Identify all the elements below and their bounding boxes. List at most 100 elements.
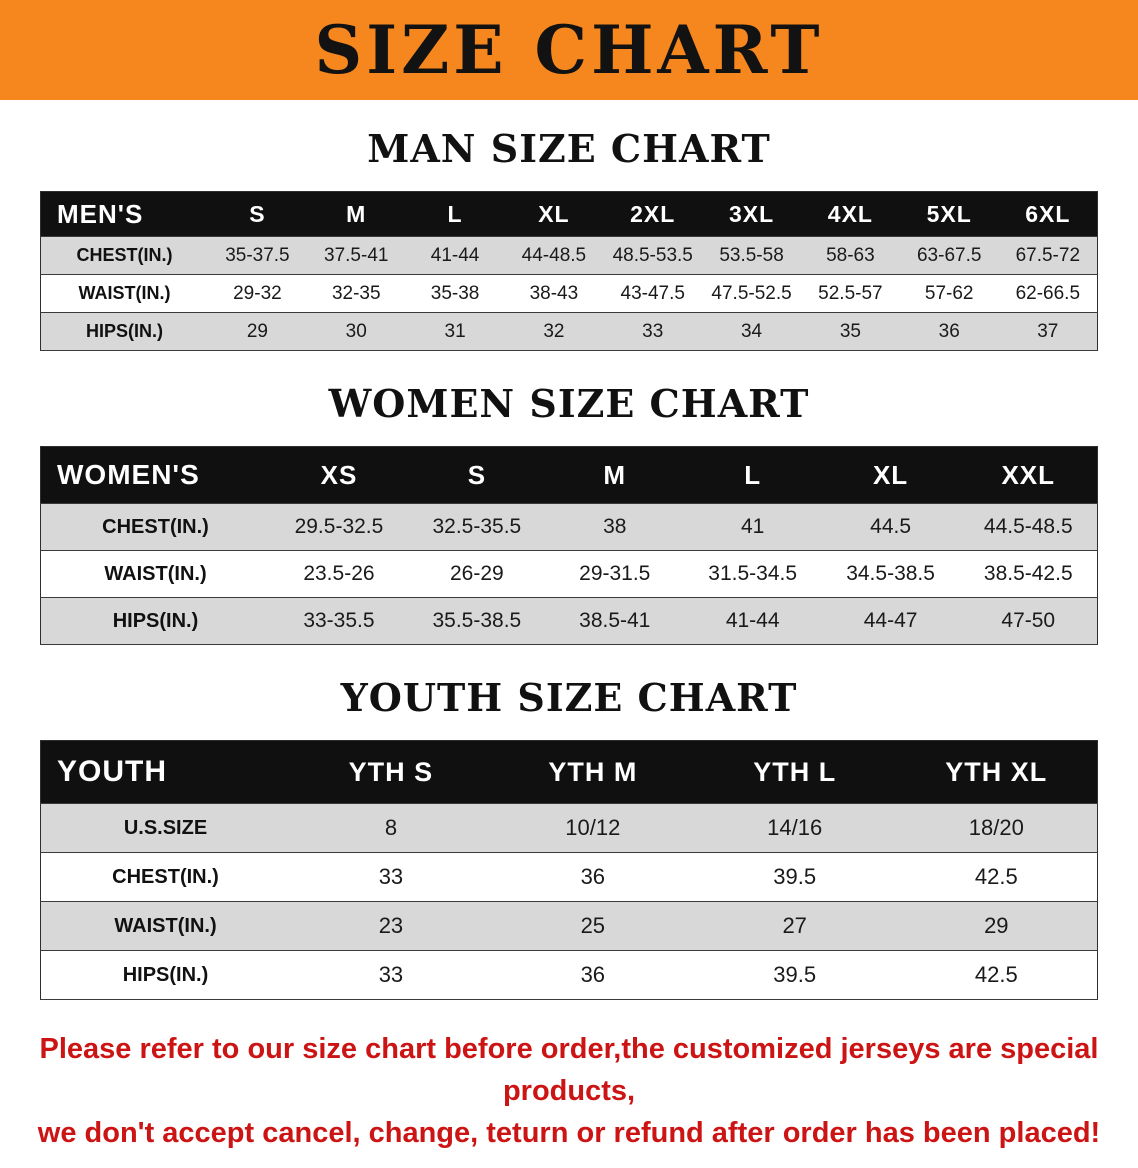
size-value: 32 <box>504 312 604 351</box>
size-column-header: 2XL <box>603 191 703 237</box>
size-value: 38.5-41 <box>545 597 684 645</box>
size-column-header: M <box>545 446 684 504</box>
size-chart-banner: SIZE CHART <box>0 0 1138 100</box>
row-label: WAIST(IN.) <box>40 901 290 951</box>
size-value: 18/20 <box>895 803 1098 853</box>
size-value: 32.5-35.5 <box>407 503 546 551</box>
youth-size-table: YOUTH YTH S YTH M YTH L YTH XL U.S.SIZE 8 10/12… <box>40 740 1098 1000</box>
youth-header-row: YOUTH YTH S YTH M YTH L YTH XL <box>40 740 1098 804</box>
size-value: 38-43 <box>504 274 604 313</box>
size-value: 57-62 <box>899 274 999 313</box>
size-value: 58-63 <box>800 236 900 275</box>
size-value: 34 <box>702 312 801 351</box>
row-label: CHEST(IN.) <box>40 503 270 551</box>
size-value: 32-35 <box>306 274 406 313</box>
size-column-header: L <box>683 446 822 504</box>
size-column-header: XXL <box>959 446 1098 504</box>
size-value: 35 <box>800 312 900 351</box>
men-size-chart-heading: MAN SIZE CHART <box>367 126 771 171</box>
size-value: 33 <box>290 950 492 1000</box>
size-value: 43-47.5 <box>603 274 703 313</box>
size-column-header: YTH XL <box>895 740 1098 804</box>
size-value: 41 <box>683 503 822 551</box>
size-value: 36 <box>491 852 694 902</box>
size-value: 67.5-72 <box>998 236 1098 275</box>
men-table-title-cell: MEN'S <box>40 191 208 237</box>
size-value: 23.5-26 <box>270 550 408 598</box>
size-value: 35-38 <box>405 274 505 313</box>
size-value: 44.5-48.5 <box>959 503 1098 551</box>
men-header-row: MEN'S S M L XL 2XL 3XL 4XL 5XL 6XL <box>40 191 1098 237</box>
size-column-header: YTH S <box>290 740 492 804</box>
size-value: 53.5-58 <box>702 236 801 275</box>
row-label: U.S.SIZE <box>40 803 290 853</box>
measurement-row: WAIST(IN.) 23.5-26 26-29 29-31.5 31.5-34.5 34… <box>40 550 1098 598</box>
size-value: 34.5-38.5 <box>821 550 960 598</box>
size-value: 44-48.5 <box>504 236 604 275</box>
row-label: HIPS(IN.) <box>40 950 290 1000</box>
measurement-row: CHEST(IN.) 33 36 39.5 42.5 <box>40 852 1098 902</box>
size-value: 25 <box>491 901 694 951</box>
size-column-header: 3XL <box>702 191 801 237</box>
size-value: 31 <box>405 312 505 351</box>
row-label: HIPS(IN.) <box>40 597 270 645</box>
size-value: 38 <box>545 503 684 551</box>
youth-size-chart-heading: YOUTH SIZE CHART <box>340 675 798 720</box>
size-column-header: YTH M <box>491 740 694 804</box>
size-value: 14/16 <box>693 803 896 853</box>
size-value: 23 <box>290 901 492 951</box>
row-label: CHEST(IN.) <box>40 852 290 902</box>
banner-title: SIZE CHART <box>314 11 824 89</box>
women-header-row: WOMEN'S XS S M L XL XXL <box>40 446 1098 504</box>
size-column-header: S <box>208 191 307 237</box>
size-column-header: YTH L <box>693 740 896 804</box>
size-value: 47-50 <box>959 597 1098 645</box>
size-value: 29 <box>895 901 1098 951</box>
size-column-header: XL <box>504 191 604 237</box>
size-value: 44-47 <box>821 597 960 645</box>
size-value: 33-35.5 <box>270 597 408 645</box>
size-value: 33 <box>603 312 703 351</box>
size-column-header: 5XL <box>899 191 999 237</box>
size-value: 39.5 <box>693 852 896 902</box>
measurement-row: WAIST(IN.) 23 25 27 29 <box>40 901 1098 951</box>
men-size-table: MEN'S S M L XL 2XL 3XL 4XL 5XL 6XL CHEST(IN.) 35-37… <box>40 191 1098 351</box>
size-value: 29 <box>208 312 307 351</box>
size-column-header: 4XL <box>800 191 900 237</box>
row-label: HIPS(IN.) <box>40 312 208 351</box>
women-size-table: WOMEN'S XS S M L XL XXL CHEST(IN.) 29.5-32.5 32.5… <box>40 446 1098 645</box>
size-value: 29-31.5 <box>545 550 684 598</box>
size-value: 26-29 <box>407 550 546 598</box>
size-value: 10/12 <box>491 803 694 853</box>
disclaimer-line-2: we don't accept cancel, change, teturn o… <box>37 1117 1101 1150</box>
size-value: 27 <box>693 901 896 951</box>
size-value: 36 <box>899 312 999 351</box>
size-value: 42.5 <box>895 852 1098 902</box>
disclaimer-line-1: Please refer to our size chart before or… <box>39 1033 1099 1108</box>
measurement-row: CHEST(IN.) 35-37.5 37.5-41 41-44 44-48.5 48.5… <box>40 236 1098 275</box>
measurement-row: CHEST(IN.) 29.5-32.5 32.5-35.5 38 41 44.5 44.5… <box>40 503 1098 551</box>
measurement-row: HIPS(IN.) 33 36 39.5 42.5 <box>40 950 1098 1000</box>
size-value: 44.5 <box>821 503 960 551</box>
women-size-chart-heading: WOMEN SIZE CHART <box>328 381 810 426</box>
size-value: 41-44 <box>683 597 822 645</box>
size-value: 41-44 <box>405 236 505 275</box>
size-value: 31.5-34.5 <box>683 550 822 598</box>
size-value: 38.5-42.5 <box>959 550 1098 598</box>
size-column-header: M <box>306 191 406 237</box>
size-value: 62-66.5 <box>998 274 1098 313</box>
size-value: 42.5 <box>895 950 1098 1000</box>
row-label: CHEST(IN.) <box>40 236 208 275</box>
size-value: 29.5-32.5 <box>270 503 408 551</box>
youth-table-title-cell: YOUTH <box>40 740 290 804</box>
size-value: 39.5 <box>693 950 896 1000</box>
row-label: WAIST(IN.) <box>40 274 208 313</box>
size-value: 63-67.5 <box>899 236 999 275</box>
measurement-row: U.S.SIZE 8 10/12 14/16 18/20 <box>40 803 1098 853</box>
size-value: 35-37.5 <box>208 236 307 275</box>
size-column-header: L <box>405 191 505 237</box>
size-column-header: S <box>407 446 546 504</box>
women-table-title-cell: WOMEN'S <box>40 446 270 504</box>
size-value: 35.5-38.5 <box>407 597 546 645</box>
row-label: WAIST(IN.) <box>40 550 270 598</box>
